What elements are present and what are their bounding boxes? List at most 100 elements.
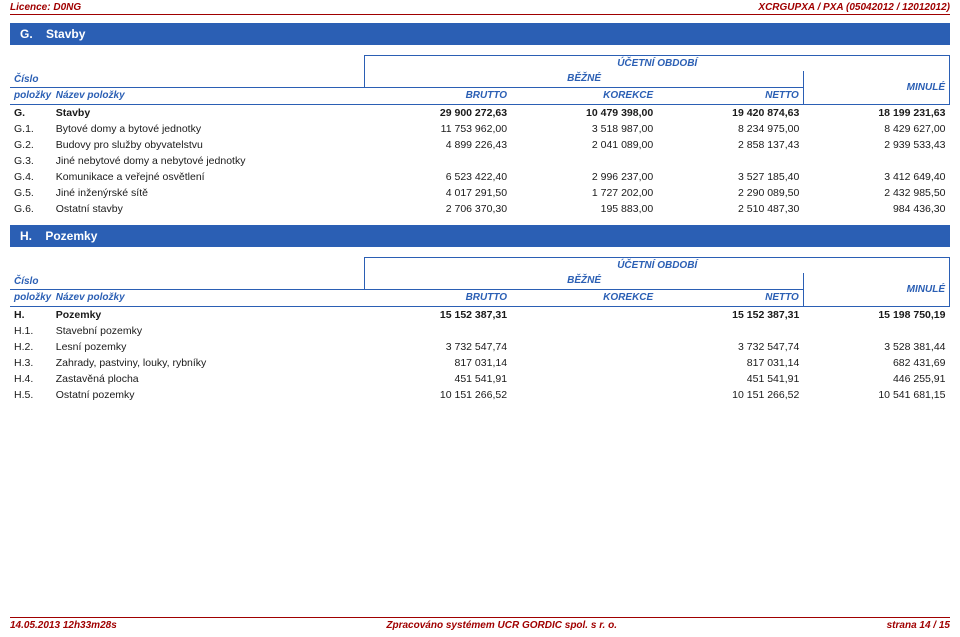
table-row: H.1.Stavební pozemky: [10, 323, 950, 339]
th-brutto: BRUTTO: [365, 88, 511, 105]
cell-brutto: 3 732 547,74: [365, 339, 511, 355]
cell-brutto: [365, 323, 511, 339]
th-nazev: Název položky: [52, 290, 365, 307]
table-row: H.Pozemky15 152 387,3115 152 387,3115 19…: [10, 307, 950, 324]
cell-name: Pozemky: [52, 307, 365, 324]
footer-page: strana 14 / 15: [887, 620, 950, 631]
th-netto: NETTO: [657, 88, 803, 105]
cell-code: G.1.: [10, 121, 52, 137]
table-h-wrap: ÚČETNÍ OBDOBÍ Číslo BĚŽNÉ MINULÉ položky…: [10, 257, 950, 403]
cell-name: Budovy pro služby obyvatelstvu: [52, 137, 365, 153]
cell-code: G.4.: [10, 169, 52, 185]
section-code: H.: [20, 229, 32, 243]
cell-brutto: [365, 153, 511, 169]
th-cislo: Číslo: [10, 71, 52, 88]
cell-code: G.: [10, 105, 52, 122]
cell-code: H.5.: [10, 387, 52, 403]
section-header-g: G. Stavby: [10, 23, 950, 45]
table-row: G.6.Ostatní stavby2 706 370,30195 883,00…: [10, 201, 950, 217]
cell-name: Zahrady, pastviny, louky, rybníky: [52, 355, 365, 371]
cell-netto: [657, 323, 803, 339]
cell-netto: 15 152 387,31: [657, 307, 803, 324]
cell-korekce: 3 518 987,00: [511, 121, 657, 137]
cell-korekce: [511, 387, 657, 403]
table-row: H.3.Zahrady, pastviny, louky, rybníky817…: [10, 355, 950, 371]
th-minule: MINULÉ: [803, 273, 949, 307]
section-title: Pozemky: [45, 229, 97, 243]
cell-minule: 3 528 381,44: [803, 339, 949, 355]
cell-minule: [803, 323, 949, 339]
cell-name: Stavby: [52, 105, 365, 122]
cell-netto: 817 031,14: [657, 355, 803, 371]
cell-minule: 2 939 533,43: [803, 137, 949, 153]
table-g: ÚČETNÍ OBDOBÍ Číslo BĚŽNÉ MINULÉ položky…: [10, 55, 950, 217]
table-row: H.2.Lesní pozemky3 732 547,743 732 547,7…: [10, 339, 950, 355]
cell-code: G.2.: [10, 137, 52, 153]
table-h: ÚČETNÍ OBDOBÍ Číslo BĚŽNÉ MINULÉ položky…: [10, 257, 950, 403]
cell-brutto: 10 151 266,52: [365, 387, 511, 403]
cell-minule: 984 436,30: [803, 201, 949, 217]
cell-brutto: 29 900 272,63: [365, 105, 511, 122]
cell-brutto: 4 017 291,50: [365, 185, 511, 201]
th-brutto: BRUTTO: [365, 290, 511, 307]
th-korekce: KOREKCE: [511, 290, 657, 307]
cell-brutto: 4 899 226,43: [365, 137, 511, 153]
cell-code: H.: [10, 307, 52, 324]
cell-brutto: 817 031,14: [365, 355, 511, 371]
cell-code: G.3.: [10, 153, 52, 169]
cell-brutto: 2 706 370,30: [365, 201, 511, 217]
top-bar: Licence: D0NG XCRGUPXA / PXA (05042012 /…: [0, 0, 960, 13]
cell-korekce: [511, 323, 657, 339]
cell-name: Jiné inženýrské sítě: [52, 185, 365, 201]
cell-brutto: 11 753 962,00: [365, 121, 511, 137]
cell-netto: 2 290 089,50: [657, 185, 803, 201]
cell-korekce: [511, 307, 657, 324]
th-polozky: položky: [10, 290, 52, 307]
th-netto: NETTO: [657, 290, 803, 307]
cell-minule: [803, 153, 949, 169]
section-code: G.: [20, 27, 33, 41]
cell-korekce: 195 883,00: [511, 201, 657, 217]
cell-name: Bytové domy a bytové jednotky: [52, 121, 365, 137]
cell-minule: 2 432 985,50: [803, 185, 949, 201]
th-polozky: položky: [10, 88, 52, 105]
table-row: G.4.Komunikace a veřejné osvětlení6 523 …: [10, 169, 950, 185]
table-row: G.Stavby29 900 272,6310 479 398,0019 420…: [10, 105, 950, 122]
cell-korekce: [511, 355, 657, 371]
cell-korekce: [511, 153, 657, 169]
cell-code: G.5.: [10, 185, 52, 201]
cell-netto: 8 234 975,00: [657, 121, 803, 137]
th-minule: MINULÉ: [803, 71, 949, 105]
cell-minule: 682 431,69: [803, 355, 949, 371]
cell-brutto: 451 541,91: [365, 371, 511, 387]
top-rule: [10, 14, 950, 15]
table-header: ÚČETNÍ OBDOBÍ Číslo BĚŽNÉ MINULÉ položky…: [10, 56, 950, 105]
cell-code: H.1.: [10, 323, 52, 339]
th-nazev: Název položky: [52, 88, 365, 105]
cell-code: G.6.: [10, 201, 52, 217]
table-row: G.3.Jiné nebytové domy a nebytové jednot…: [10, 153, 950, 169]
licence-label: Licence: D0NG: [10, 2, 81, 13]
table-row: G.5.Jiné inženýrské sítě4 017 291,501 72…: [10, 185, 950, 201]
th-period: ÚČETNÍ OBDOBÍ: [365, 56, 950, 72]
cell-minule: 3 412 649,40: [803, 169, 949, 185]
cell-netto: 19 420 874,63: [657, 105, 803, 122]
cell-name: Jiné nebytové domy a nebytové jednotky: [52, 153, 365, 169]
cell-code: H.2.: [10, 339, 52, 355]
cell-netto: 2 510 487,30: [657, 201, 803, 217]
doc-id-label: XCRGUPXA / PXA (05042012 / 12012012): [758, 2, 950, 13]
cell-name: Stavební pozemky: [52, 323, 365, 339]
section-title: Stavby: [46, 27, 85, 41]
th-cislo: Číslo: [10, 273, 52, 290]
cell-code: H.3.: [10, 355, 52, 371]
cell-name: Zastavěná plocha: [52, 371, 365, 387]
cell-minule: 10 541 681,15: [803, 387, 949, 403]
th-korekce: KOREKCE: [511, 88, 657, 105]
cell-korekce: 2 996 237,00: [511, 169, 657, 185]
table-row: G.2.Budovy pro služby obyvatelstvu4 899 …: [10, 137, 950, 153]
cell-name: Ostatní pozemky: [52, 387, 365, 403]
cell-minule: 15 198 750,19: [803, 307, 949, 324]
cell-minule: 446 255,91: [803, 371, 949, 387]
cell-netto: 451 541,91: [657, 371, 803, 387]
footer-timestamp: 14.05.2013 12h33m28s: [10, 620, 117, 631]
